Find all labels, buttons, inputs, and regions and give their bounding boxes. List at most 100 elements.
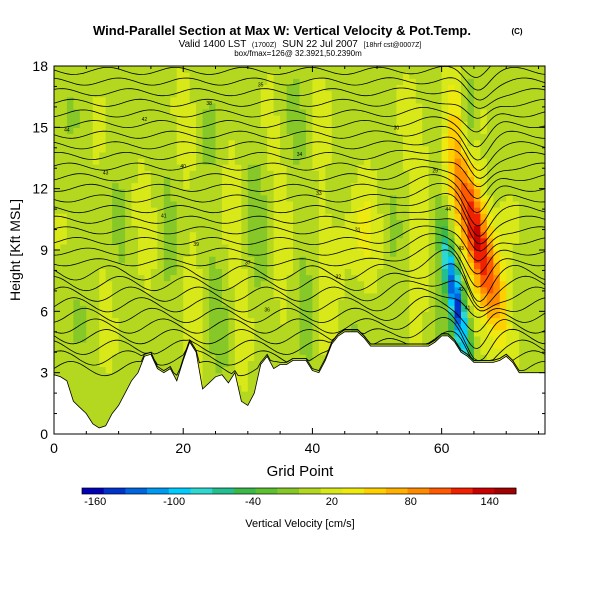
velocity-cell	[364, 256, 372, 263]
velocity-cell	[370, 329, 378, 337]
velocity-cell	[86, 207, 94, 214]
y-tick-label: 15	[32, 119, 48, 135]
velocity-cell	[118, 342, 126, 349]
velocity-cell	[260, 305, 268, 312]
velocity-cell	[99, 274, 107, 282]
velocity-cell	[176, 102, 184, 110]
velocity-cell	[512, 219, 520, 227]
velocity-cell	[364, 329, 372, 337]
velocity-cell	[519, 84, 527, 92]
velocity-cell	[86, 268, 94, 276]
velocity-cell	[357, 96, 365, 104]
velocity-cell	[480, 317, 488, 325]
velocity-cell	[66, 194, 74, 202]
velocity-cell	[493, 164, 501, 171]
velocity-cell	[383, 250, 391, 257]
velocity-cell	[267, 200, 275, 208]
velocity-cell	[234, 335, 242, 343]
velocity-cell	[112, 366, 120, 374]
velocity-cell	[331, 78, 339, 85]
velocity-cell	[99, 151, 107, 159]
velocity-cell	[338, 90, 346, 98]
velocity-cell	[247, 317, 255, 325]
velocity-cell	[493, 219, 501, 227]
velocity-cell	[273, 176, 281, 184]
velocity-cell	[428, 102, 436, 110]
velocity-cell	[280, 90, 288, 98]
velocity-cell	[318, 268, 326, 276]
velocity-cell	[260, 219, 268, 227]
velocity-cell	[137, 329, 146, 337]
velocity-cell	[493, 262, 501, 269]
velocity-cell	[428, 84, 436, 92]
velocity-cell	[364, 164, 372, 171]
velocity-cell	[396, 329, 404, 337]
velocity-cell	[66, 231, 74, 239]
velocity-cell	[247, 188, 255, 196]
velocity-cell	[209, 188, 217, 196]
velocity-cell	[54, 335, 62, 343]
velocity-cell	[364, 311, 372, 319]
velocity-cell	[338, 243, 346, 251]
velocity-cell	[176, 200, 184, 208]
velocity-cell	[86, 133, 94, 141]
velocity-cell	[118, 268, 126, 276]
velocity-cell	[241, 299, 249, 306]
velocity-cell	[286, 219, 294, 227]
velocity-cell	[54, 280, 62, 288]
velocity-cell	[163, 268, 171, 276]
velocity-cell	[512, 176, 520, 184]
velocity-cell	[54, 127, 62, 135]
velocity-cell	[176, 305, 184, 312]
velocity-cell	[105, 366, 113, 374]
velocity-cell	[370, 115, 378, 122]
velocity-cell	[422, 317, 430, 325]
velocity-cell	[486, 176, 494, 184]
velocity-cell	[435, 250, 443, 257]
velocity-cell	[228, 213, 236, 220]
velocity-cell	[480, 176, 488, 184]
velocity-cell	[538, 164, 545, 171]
velocity-cell	[318, 262, 326, 269]
velocity-cell	[538, 256, 545, 263]
velocity-cell	[357, 323, 365, 331]
velocity-cell	[506, 219, 514, 227]
velocity-cell	[144, 78, 152, 85]
velocity-cell	[286, 164, 294, 171]
velocity-cell	[409, 213, 417, 220]
velocity-cell	[234, 213, 242, 220]
velocity-cell	[209, 299, 217, 306]
velocity-cell	[234, 231, 242, 239]
velocity-cell	[351, 262, 359, 269]
velocity-cell	[228, 72, 236, 79]
velocity-cell	[241, 366, 249, 374]
velocity-cell	[299, 158, 307, 165]
velocity-cell	[318, 256, 326, 263]
velocity-cell	[461, 256, 469, 263]
velocity-cell	[137, 108, 146, 116]
velocity-cell	[234, 158, 242, 165]
velocity-cell	[305, 354, 314, 361]
velocity-cell	[422, 188, 430, 196]
velocity-cell	[267, 268, 275, 276]
velocity-cell	[325, 292, 333, 300]
velocity-cell	[241, 305, 249, 312]
velocity-cell	[370, 268, 378, 276]
velocity-cell	[493, 121, 501, 128]
velocity-cell	[318, 96, 326, 104]
velocity-cell	[163, 182, 171, 190]
velocity-cell	[454, 200, 462, 208]
velocity-cell	[137, 121, 146, 128]
velocity-cell	[260, 90, 268, 98]
velocity-cell	[305, 72, 314, 79]
velocity-cell	[144, 188, 152, 196]
velocity-cell	[112, 360, 120, 368]
velocity-cell	[312, 133, 320, 141]
velocity-cell	[189, 133, 197, 141]
velocity-cell	[299, 188, 307, 196]
velocity-cell	[377, 213, 385, 220]
velocity-cell	[441, 102, 449, 110]
velocity-cell	[267, 145, 275, 153]
velocity-cell	[525, 96, 533, 104]
velocity-cell	[331, 194, 339, 202]
